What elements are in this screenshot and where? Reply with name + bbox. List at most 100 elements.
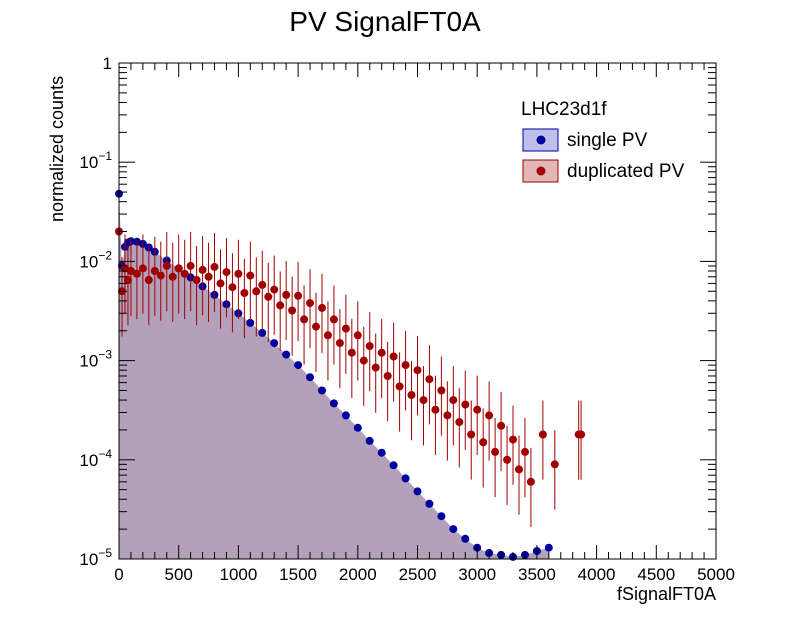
duplicated-pv-point bbox=[124, 276, 132, 284]
duplicated-pv-point bbox=[449, 396, 458, 405]
duplicated-pv-point bbox=[491, 447, 500, 456]
duplicated-pv-point bbox=[204, 272, 213, 281]
duplicated-pv-point bbox=[538, 430, 547, 439]
duplicated-pv-point bbox=[443, 411, 452, 420]
single-pv-point bbox=[353, 423, 362, 432]
duplicated-pv-point bbox=[521, 447, 529, 456]
y-tick-base: 10 bbox=[79, 451, 98, 470]
duplicated-pv-point bbox=[455, 418, 464, 427]
duplicated-pv-point bbox=[240, 289, 249, 297]
duplicated-pv-point bbox=[467, 430, 476, 439]
duplicated-pv-point bbox=[234, 269, 243, 278]
duplicated-pv-point bbox=[150, 267, 159, 275]
duplicated-pv-point bbox=[288, 306, 297, 315]
legend-marker-duplicated-pv bbox=[536, 166, 546, 176]
duplicated-pv-point bbox=[550, 460, 559, 469]
duplicated-pv-point bbox=[461, 400, 470, 409]
duplicated-pv-point bbox=[377, 348, 386, 357]
single-pv-point bbox=[318, 386, 326, 395]
duplicated-pv-point bbox=[395, 382, 404, 391]
duplicated-pv-point bbox=[401, 361, 410, 370]
duplicated-pv-point bbox=[126, 267, 135, 275]
single-pv-point bbox=[282, 350, 291, 359]
y-tick-base: 10 bbox=[79, 550, 98, 569]
duplicated-pv-point bbox=[210, 262, 219, 271]
duplicated-pv-point bbox=[132, 269, 141, 278]
single-pv-point bbox=[544, 543, 553, 552]
legend-marker-single-pv bbox=[536, 135, 546, 145]
x-tick-label: 1000 bbox=[219, 565, 257, 584]
y-tick-label: 10−3 bbox=[79, 348, 112, 371]
y-tick-label: 10−5 bbox=[79, 546, 112, 569]
series-layer bbox=[115, 189, 586, 561]
y-tick-base: 1 bbox=[103, 54, 112, 73]
single-pv-point bbox=[461, 534, 470, 543]
duplicated-pv-point bbox=[312, 322, 320, 331]
duplicated-pv-point bbox=[359, 356, 368, 365]
y-tick-exponent: −4 bbox=[98, 447, 112, 461]
y-tick-exponent: −1 bbox=[98, 149, 112, 163]
duplicated-pv-point bbox=[186, 261, 195, 270]
single-pv-point bbox=[437, 512, 446, 521]
y-tick-base: 10 bbox=[79, 252, 98, 271]
y-tick-label: 10−4 bbox=[79, 447, 112, 470]
duplicated-pv-point bbox=[413, 366, 422, 375]
single-pv-point bbox=[401, 474, 410, 483]
single-pv-point bbox=[329, 399, 338, 408]
duplicated-pv-point bbox=[353, 331, 362, 340]
y-tick-exponent: −5 bbox=[98, 546, 112, 560]
duplicated-pv-point bbox=[276, 301, 285, 310]
y-tick-label: 10−2 bbox=[79, 248, 112, 271]
duplicated-pv-point bbox=[437, 386, 446, 395]
duplicated-pv-point bbox=[389, 352, 398, 361]
duplicated-pv-point bbox=[252, 287, 261, 296]
y-axis-label: normalized counts bbox=[47, 76, 67, 222]
single-pv-point bbox=[306, 373, 314, 382]
duplicated-pv-point bbox=[156, 271, 165, 280]
duplicated-pv-point bbox=[371, 363, 380, 372]
legend: LHC23d1f single PV duplicated PV bbox=[521, 99, 685, 183]
chart-title: PV SignalFT0A bbox=[289, 6, 481, 37]
y-tick-label: 1 bbox=[103, 54, 112, 73]
y-tick-label: 10−1 bbox=[79, 149, 112, 172]
duplicated-pv-point bbox=[300, 315, 309, 324]
single-pv-point bbox=[341, 411, 350, 420]
duplicated-pv-point bbox=[264, 292, 273, 301]
duplicated-pv-point bbox=[515, 465, 523, 474]
duplicated-pv-point bbox=[306, 299, 314, 308]
duplicated-pv-point bbox=[431, 405, 440, 414]
duplicated-pv-point bbox=[383, 372, 392, 380]
duplicated-pv-point bbox=[246, 271, 255, 280]
duplicated-pv-point bbox=[335, 339, 344, 348]
plot-area bbox=[119, 193, 549, 560]
duplicated-pv-point bbox=[479, 438, 488, 447]
duplicated-pv-point bbox=[228, 283, 237, 292]
y-tick-base: 10 bbox=[79, 153, 98, 172]
single-pv-point bbox=[449, 525, 458, 534]
y-tick-exponent: −3 bbox=[98, 348, 112, 362]
duplicated-pv-point bbox=[282, 290, 291, 299]
duplicated-pv-point bbox=[180, 269, 189, 278]
duplicated-pv-point bbox=[138, 264, 147, 273]
single-pv-point bbox=[377, 448, 386, 457]
duplicated-pv-point bbox=[144, 276, 153, 284]
x-tick-label: 2000 bbox=[339, 565, 377, 584]
duplicated-pv-point bbox=[341, 324, 350, 333]
y-tick-base: 10 bbox=[79, 352, 98, 371]
duplicated-pv-point bbox=[407, 391, 416, 399]
duplicated-pv-point bbox=[222, 268, 231, 277]
duplicated-pv-point bbox=[329, 315, 338, 324]
duplicated-pv-point bbox=[168, 272, 177, 281]
duplicated-pv-point bbox=[509, 435, 517, 444]
duplicated-pv-point bbox=[473, 405, 482, 414]
x-tick-label: 0 bbox=[114, 565, 123, 584]
duplicated-pv-point bbox=[294, 291, 303, 300]
duplicated-pv-point bbox=[526, 477, 535, 486]
duplicated-pv-point bbox=[192, 276, 201, 284]
single-pv-fill bbox=[119, 193, 549, 560]
duplicated-pv-point bbox=[425, 375, 434, 384]
x-tick-label: 5000 bbox=[697, 565, 735, 584]
single-pv-point bbox=[425, 499, 434, 508]
single-pv-point bbox=[389, 461, 398, 470]
duplicated-pv-point bbox=[497, 421, 506, 430]
